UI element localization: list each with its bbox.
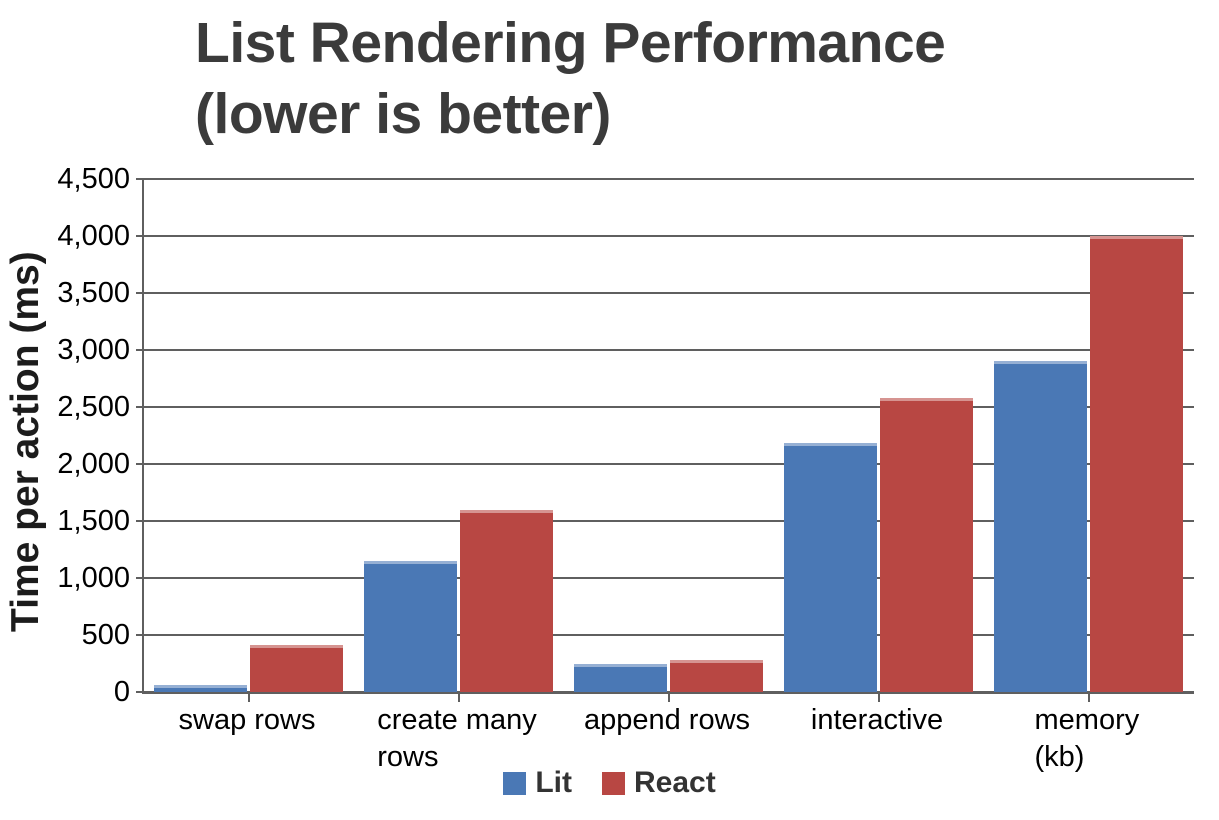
y-tick-label-0: 0 [113, 676, 130, 708]
bar-lit-append-rows [574, 663, 667, 692]
gridline-3500 [136, 292, 1194, 294]
bar-top-highlight [994, 361, 1087, 365]
gridline-4500 [136, 178, 1194, 180]
plot-area [136, 178, 1194, 702]
bar-top-highlight [574, 663, 667, 667]
gridline-2500 [136, 406, 1194, 408]
y-tick-label-2-000: 2,000 [57, 448, 130, 480]
legend-item-react: React [601, 766, 716, 800]
chart-title-line-2: (lower is better) [195, 82, 611, 146]
gridline-0 [136, 691, 1194, 693]
y-tick-label-4-000: 4,000 [57, 220, 130, 252]
bar-top-highlight [1090, 236, 1183, 239]
y-tick-label-1-000: 1,000 [57, 562, 130, 594]
bar-lit-memory-kb [994, 361, 1087, 692]
legend-swatch-lit [503, 771, 527, 795]
bar-top-highlight [154, 685, 247, 689]
gridline-1000 [136, 577, 1194, 579]
bar-react-swap-rows [250, 644, 343, 692]
bar-top-highlight [460, 509, 553, 513]
legend-label-lit: Lit [535, 766, 572, 799]
y-axis-tick-labels: 0 500 1,000 1,500 2,000 2,500 3,000 3,500 4,000 4… [0, 164, 130, 707]
x-label-swap-rows: swap rows [178, 704, 316, 736]
legend: Lit React [0, 766, 1219, 800]
legend-label-react: React [633, 766, 716, 799]
chart-title: List Rendering Performance (lower is bet… [195, 8, 946, 150]
bar-lit-create-many-rows [364, 560, 457, 692]
chart-title-line-1: List Rendering Performance [195, 11, 946, 75]
x-label-memory-kb: memory (kb) [1034, 704, 1140, 773]
y-tick-label-1-500: 1,500 [57, 505, 130, 537]
y-tick-label-3-000: 3,000 [57, 334, 130, 366]
gridline-4000 [136, 235, 1194, 237]
x-tick-append-rows [668, 694, 670, 702]
gridline-1500 [136, 520, 1194, 522]
gridline-500 [136, 634, 1194, 636]
x-tick-swap-rows [248, 694, 250, 702]
y-tick-label-500: 500 [81, 619, 130, 651]
x-tick-interactive [878, 694, 880, 702]
bar-top-highlight [364, 560, 457, 564]
bar-lit-interactive [784, 443, 877, 692]
legend-swatch-react [601, 771, 625, 795]
x-label-append-rows: append rows [583, 704, 751, 736]
x-label-create-many-rows: create many rows [377, 704, 537, 773]
x-axis-labels: swap rows create many rows append rows inte… [142, 702, 1192, 782]
gridline-3000 [136, 349, 1194, 351]
bar-react-interactive [880, 397, 973, 692]
y-tick-label-4-500: 4,500 [57, 163, 130, 195]
x-tick-memory-kb [1088, 694, 1090, 702]
x-tick-create-many-rows [458, 694, 460, 702]
gridline-2000 [136, 463, 1194, 465]
bar-top-highlight [250, 644, 343, 648]
x-label-interactive: interactive [810, 704, 944, 736]
y-tick-label-2-500: 2,500 [57, 391, 130, 423]
bar-top-highlight [880, 397, 973, 401]
bar-top-highlight [784, 443, 877, 447]
legend-item-lit: Lit [503, 766, 572, 800]
bar-react-create-many-rows [460, 509, 553, 692]
bar-top-highlight [670, 660, 763, 664]
bar-lit-swap-rows [154, 685, 247, 692]
bar-react-memory-kb [1090, 236, 1183, 692]
y-tick-label-3-500: 3,500 [57, 277, 130, 309]
bar-react-append-rows [670, 660, 763, 692]
